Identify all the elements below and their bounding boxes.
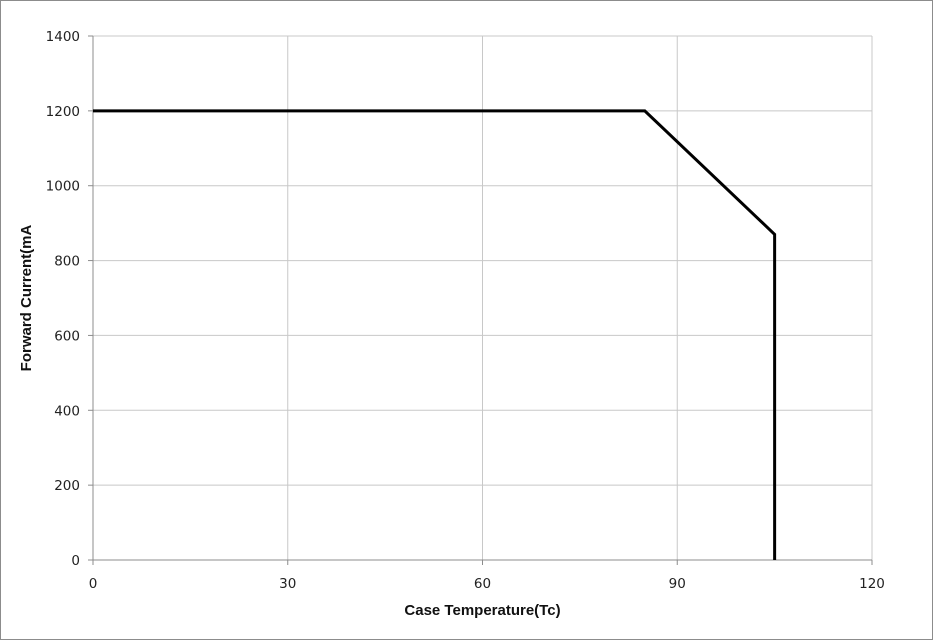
x-tick-label: 30	[279, 576, 296, 592]
y-axis-title: Forward Current(mA	[18, 225, 35, 372]
series-group	[93, 109, 777, 560]
y-tick-label: 0	[71, 553, 80, 569]
series-line	[93, 109, 777, 560]
y-tick-label: 1400	[46, 29, 80, 45]
x-tick-label: 120	[859, 576, 885, 592]
y-tick-label: 400	[54, 403, 80, 419]
axes	[88, 35, 873, 565]
y-tick-label: 200	[54, 478, 80, 494]
y-tick-label: 1200	[46, 104, 80, 120]
x-tick-label: 0	[89, 576, 98, 592]
x-axis-title: Case Temperature(Tc)	[404, 602, 560, 619]
y-tick-label: 800	[54, 254, 80, 270]
x-tick-label: 60	[474, 576, 491, 592]
x-tick-labels: 0 30 60 90 120	[89, 576, 885, 592]
y-tick-label: 1000	[46, 179, 80, 195]
gridlines	[93, 35, 873, 560]
y-tick-labels: 0 200 400 600 800 1000 1200 1400	[46, 29, 80, 569]
y-tick-label: 600	[54, 328, 80, 344]
x-tick-label: 90	[669, 576, 686, 592]
